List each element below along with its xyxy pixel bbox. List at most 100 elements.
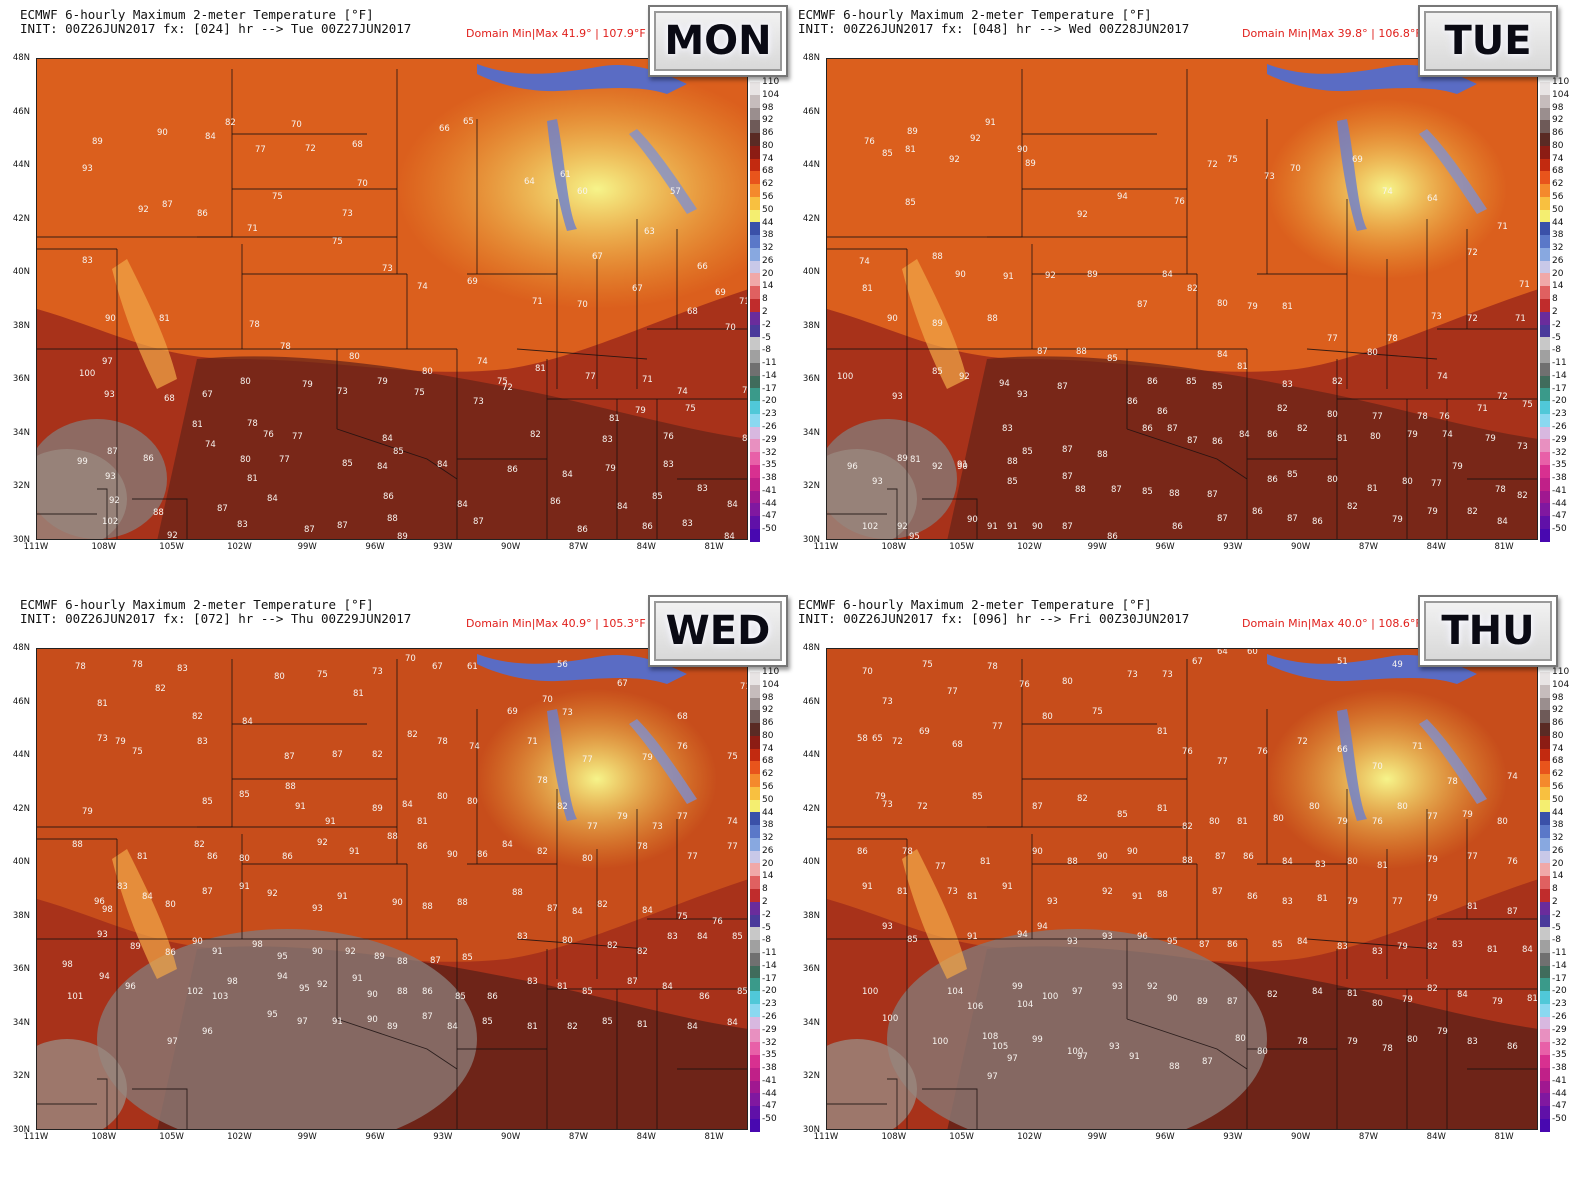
colorbar-label: 14 — [1552, 871, 1564, 882]
temperature-value: 84 — [562, 470, 573, 480]
colorbar-swatch — [750, 965, 760, 979]
temperature-value: 91 — [1129, 1052, 1140, 1062]
colorbar-label: -14 — [762, 370, 777, 381]
temperature-value: 89 — [130, 942, 141, 952]
colorbar-swatch — [750, 1016, 760, 1030]
temperature-value: 77 — [677, 812, 688, 822]
temperature-value: 74 — [859, 257, 870, 267]
temperature-value: 72 — [1297, 737, 1308, 747]
temperature-value: 88 — [512, 888, 523, 898]
temperature-value: 75 — [1227, 155, 1238, 165]
temperature-value: 71 — [1412, 742, 1423, 752]
temperature-value: 97 — [297, 1017, 308, 1027]
temperature-value: 87 — [1507, 907, 1518, 917]
colorbar-swatch — [750, 299, 760, 312]
colorbar-swatch — [1540, 503, 1550, 517]
temperature-value: 74 — [1437, 372, 1448, 382]
temperature-value: 84 — [205, 132, 216, 142]
colorbar-label: 56 — [1552, 192, 1564, 202]
colorbar-label: 80 — [1552, 730, 1564, 741]
temperature-value: 86 — [857, 847, 868, 857]
colorbar-swatch — [750, 1054, 760, 1068]
colorbar-swatch — [750, 324, 760, 338]
colorbar-swatch — [1540, 876, 1550, 890]
temperature-value: 88 — [387, 514, 398, 524]
temperature-value: 93 — [97, 930, 108, 940]
temperature-value: 85 — [1186, 377, 1197, 387]
temperature-value: 76 — [1507, 857, 1518, 867]
temperature-value: 100 — [1067, 1047, 1083, 1057]
temperature-value: 96 — [1137, 932, 1148, 942]
temperature-value: 79 — [1397, 942, 1408, 952]
temperature-value: 91 — [332, 1017, 343, 1027]
colorbar-swatch — [1540, 516, 1550, 529]
temperature-value: 84 — [457, 500, 468, 510]
temperature-value: 74 — [1507, 772, 1518, 782]
colorbar-label: -17 — [762, 383, 777, 394]
temperature-value: 80 — [1367, 348, 1378, 358]
temperature-value: 87 — [284, 752, 295, 762]
colorbar-label: 74 — [762, 153, 774, 164]
colorbar-swatch — [1540, 927, 1550, 941]
temperature-value: 95 — [1167, 937, 1178, 947]
temperature-value: 73 — [97, 734, 108, 744]
temperature-value: 82 — [1182, 822, 1193, 832]
temperature-value: 80 — [349, 352, 360, 362]
temperature-value: 86 — [1212, 437, 1223, 447]
colorbar-label: -8 — [1552, 935, 1561, 946]
temperature-value: 79 — [1485, 434, 1496, 444]
temperature-value: 82 — [1297, 424, 1308, 434]
temperature-value: 75 — [1522, 400, 1533, 410]
temperature-value: 73 — [342, 209, 353, 219]
colorbar-swatch — [750, 697, 760, 711]
colorbar-label: 20 — [762, 858, 774, 869]
temperature-value: 84 — [142, 892, 153, 902]
latitude-label: 38N — [802, 910, 820, 921]
temperature-value: 85 — [239, 790, 250, 800]
temperature-value: 79 — [1537, 810, 1538, 820]
temperature-value: 93 — [82, 164, 93, 174]
temperature-value: 72 — [502, 383, 513, 393]
day-badge: MON — [648, 5, 788, 77]
temperature-value: 86 — [143, 454, 154, 464]
temperature-value: 78 — [537, 776, 548, 786]
longitude-label: 108W — [91, 542, 117, 552]
temperature-value: 71 — [1515, 314, 1526, 324]
temperature-value: 82 — [1427, 942, 1438, 952]
colorbar-swatch — [750, 273, 760, 287]
temperature-value: 66 — [1337, 745, 1348, 755]
temperature-value: 81 — [637, 1020, 648, 1030]
colorbar-label: -38 — [762, 1063, 777, 1074]
colorbar-label: -41 — [1552, 1075, 1567, 1086]
colorbar-swatch — [750, 94, 760, 108]
temperature-value: 95 — [299, 984, 310, 994]
colorbar-label: -23 — [1552, 999, 1567, 1010]
colorbar-swatch — [1540, 684, 1550, 698]
temperature-value: 80 — [1273, 814, 1284, 824]
temperature-value: 104 — [947, 987, 963, 997]
colorbar-label: -11 — [1552, 948, 1567, 959]
temperature-value: 106 — [967, 1002, 983, 1012]
colorbar-swatch — [750, 799, 760, 813]
temperature-value: 66 — [697, 262, 708, 272]
temperature-value: 91 — [352, 974, 363, 984]
temperature-value: 94 — [999, 379, 1010, 389]
latitude-label: 46N — [802, 106, 820, 117]
temperature-value: 80 — [240, 455, 251, 465]
temperature-value: 82 — [194, 840, 205, 850]
colorbar-label: -32 — [762, 1037, 777, 1048]
temperature-value: 87 — [107, 447, 118, 457]
temperature-value: 93 — [312, 904, 323, 914]
colorbar-label: -20 — [1552, 986, 1567, 997]
temperature-value: 81 — [905, 145, 916, 155]
temperature-value: 73 — [1264, 172, 1275, 182]
temperature-value: 84 — [727, 500, 738, 510]
colorbar-swatch — [750, 786, 760, 800]
temperature-value: 85 — [455, 992, 466, 1002]
temperature-value: 84 — [382, 434, 393, 444]
temperature-value: 88 — [987, 314, 998, 324]
temperature-value: 87 — [1215, 852, 1226, 862]
temperature-value: 85 — [972, 792, 983, 802]
colorbar-swatch — [750, 120, 760, 134]
colorbar-swatch — [1540, 401, 1550, 414]
